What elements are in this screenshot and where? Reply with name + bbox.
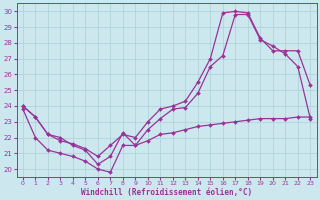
- X-axis label: Windchill (Refroidissement éolien,°C): Windchill (Refroidissement éolien,°C): [81, 188, 252, 197]
